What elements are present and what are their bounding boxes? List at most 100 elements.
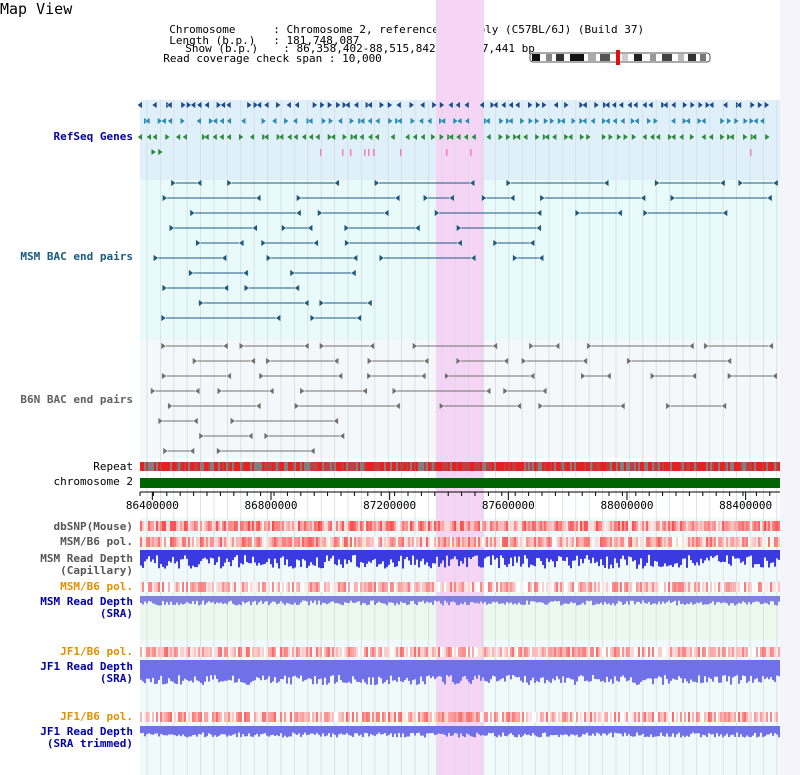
dbsnp-heat [578, 521, 580, 531]
dbsnp-heat [686, 521, 688, 531]
msm-b6-pol-capillary-heat [168, 537, 170, 547]
refseq-gene [611, 101, 617, 109]
jf1-depth-sra-bar [738, 660, 740, 684]
b6n-bac-pair-end [771, 372, 778, 380]
msm-b6-pol-sra-heat [158, 582, 160, 592]
jf1-b6-pol-trimmed-heat [728, 712, 730, 722]
msm-b6-pol-capillary-heat [466, 537, 468, 547]
jf1-b6-pol-sra-heat [220, 647, 222, 657]
jf1-b6-pol-trimmed-heat [612, 712, 614, 722]
msm-b6-pol-sra-heat [308, 582, 310, 592]
msm-b6-pol-sra-heat [494, 582, 496, 592]
msm-depth-capillary-bar [744, 550, 746, 565]
msm-b6-pol-capillary-heat [574, 537, 576, 547]
b6n-bac-pair-end [247, 432, 254, 440]
msm-depth-sra-bar [594, 596, 596, 605]
jf1-depth-trimmed-bar [220, 726, 222, 735]
repeat-segment [362, 462, 364, 471]
repeat-segment [738, 462, 740, 471]
jf1-depth-trimmed-bar [460, 726, 462, 734]
dbsnp-heat [760, 521, 762, 531]
dbsnp-heat [352, 521, 354, 531]
jf1-b6-pol-trimmed-heat [692, 712, 694, 722]
dbsnp-heat [218, 521, 220, 531]
jf1-b6-pol-trimmed-heat [530, 712, 532, 722]
msm-depth-capillary-bar [674, 550, 676, 564]
jf1-b6-pol-sra-heat [548, 647, 550, 657]
jf1-b6-pol-sra-heat [404, 647, 406, 657]
jf1-b6-pol-sra-heat [512, 647, 514, 657]
msm-b6-pol-capillary-heat [352, 537, 354, 547]
repeat-segment [284, 462, 286, 471]
jf1-depth-sra-bar [664, 660, 666, 676]
jf1-b6-pol-trimmed-heat [666, 712, 668, 722]
msm-depth-sra-bar [628, 596, 630, 605]
jf1-b6-pol-trimmed-heat [396, 712, 398, 722]
msm-b6-pol-sra-heat [278, 582, 280, 592]
jf1-depth-trimmed-bar [588, 726, 590, 736]
msm-b6-pol-sra-heat [504, 582, 506, 592]
repeat-segment [774, 462, 776, 471]
jf1-b6-pol-trimmed-heat [404, 712, 406, 722]
jf1-b6-pol-sra-heat [668, 647, 670, 657]
dbsnp-heat [450, 521, 452, 531]
dbsnp-heat [490, 521, 492, 531]
repeat-segment [722, 462, 724, 471]
msm-bac-pair-end [722, 209, 728, 217]
refseq-gene [203, 133, 210, 141]
jf1-depth-trimmed-bar [518, 726, 520, 735]
jf1-depth-trimmed-bar [178, 726, 180, 735]
msm-b6-pol-sra-heat [720, 582, 722, 592]
msm-depth-sra-bar [306, 596, 308, 602]
repeat-segment [756, 462, 758, 471]
jf1-read-depth-sra-sub: (SRA) [99, 672, 133, 685]
msm-b6-pol-capillary-heat [246, 537, 248, 547]
msm-depth-sra-bar [408, 596, 410, 605]
msm-depth-sra-bar [308, 596, 310, 606]
jf1-b6-pol-sra-heat [622, 647, 624, 657]
jf1-b6-pol-trimmed-heat [526, 712, 528, 722]
jf1-depth-sra-bar [210, 660, 212, 676]
msm-b6-pol-sra-heat [210, 582, 212, 592]
msm-depth-capillary-bar [622, 550, 624, 556]
jf1-b6-pol-sra-heat [582, 647, 584, 657]
jf1-b6-pol-trimmed-heat [408, 712, 410, 722]
jf1-depth-sra-bar [460, 660, 462, 681]
jf1-b6-pol-trimmed-heat [222, 712, 224, 722]
jf1-depth-sra-bar [534, 660, 536, 683]
jf1-depth-trimmed-bar [270, 726, 272, 736]
msm-b6-pol-sra-heat [198, 582, 200, 592]
jf1-depth-trimmed-bar [752, 726, 754, 736]
jf1-b6-pol-sra-heat [608, 647, 610, 657]
dbsnp-heat [280, 521, 282, 531]
dbsnp-heat [644, 521, 646, 531]
repeat-segment [328, 462, 330, 471]
jf1-b6-pol-trimmed-heat [288, 712, 290, 722]
msm-b6-pol-capillary-heat [476, 537, 478, 547]
jf1-b6-pol-sra-heat [662, 647, 664, 657]
msm-depth-sra-bar [428, 596, 430, 603]
jf1-depth-trimmed-bar [742, 726, 744, 737]
msm-b6-pol-sra-heat [536, 582, 538, 592]
jf1-b6-pol-trimmed-heat [720, 712, 722, 722]
msm-depth-sra-bar [342, 596, 344, 606]
jf1-b6-pol-trimmed-heat [754, 712, 756, 722]
jf1-b6-pol-trimmed-heat [542, 712, 544, 722]
refseq-gene [618, 101, 624, 109]
msm-b6-pol-sra-heat [510, 582, 512, 592]
jf1-depth-trimmed-bar [730, 726, 732, 736]
msm-depth-sra-bar [466, 596, 468, 606]
msm-depth-sra-bar [756, 596, 758, 602]
repeat-segment [310, 462, 312, 471]
refseq-gene [463, 101, 470, 109]
jf1-b6-pol-sra-heat [140, 647, 142, 657]
msm-b6-pol-capillary-heat [198, 537, 200, 547]
msm-depth-sra-bar [298, 596, 300, 605]
dbsnp-heat [626, 521, 628, 531]
repeat-segment [462, 462, 464, 471]
msm-depth-sra-bar [718, 596, 720, 603]
refseq-gene [137, 133, 143, 141]
jf1-b6-pol-sra-heat [180, 647, 182, 657]
b6n-bac-pair-end [362, 387, 368, 395]
